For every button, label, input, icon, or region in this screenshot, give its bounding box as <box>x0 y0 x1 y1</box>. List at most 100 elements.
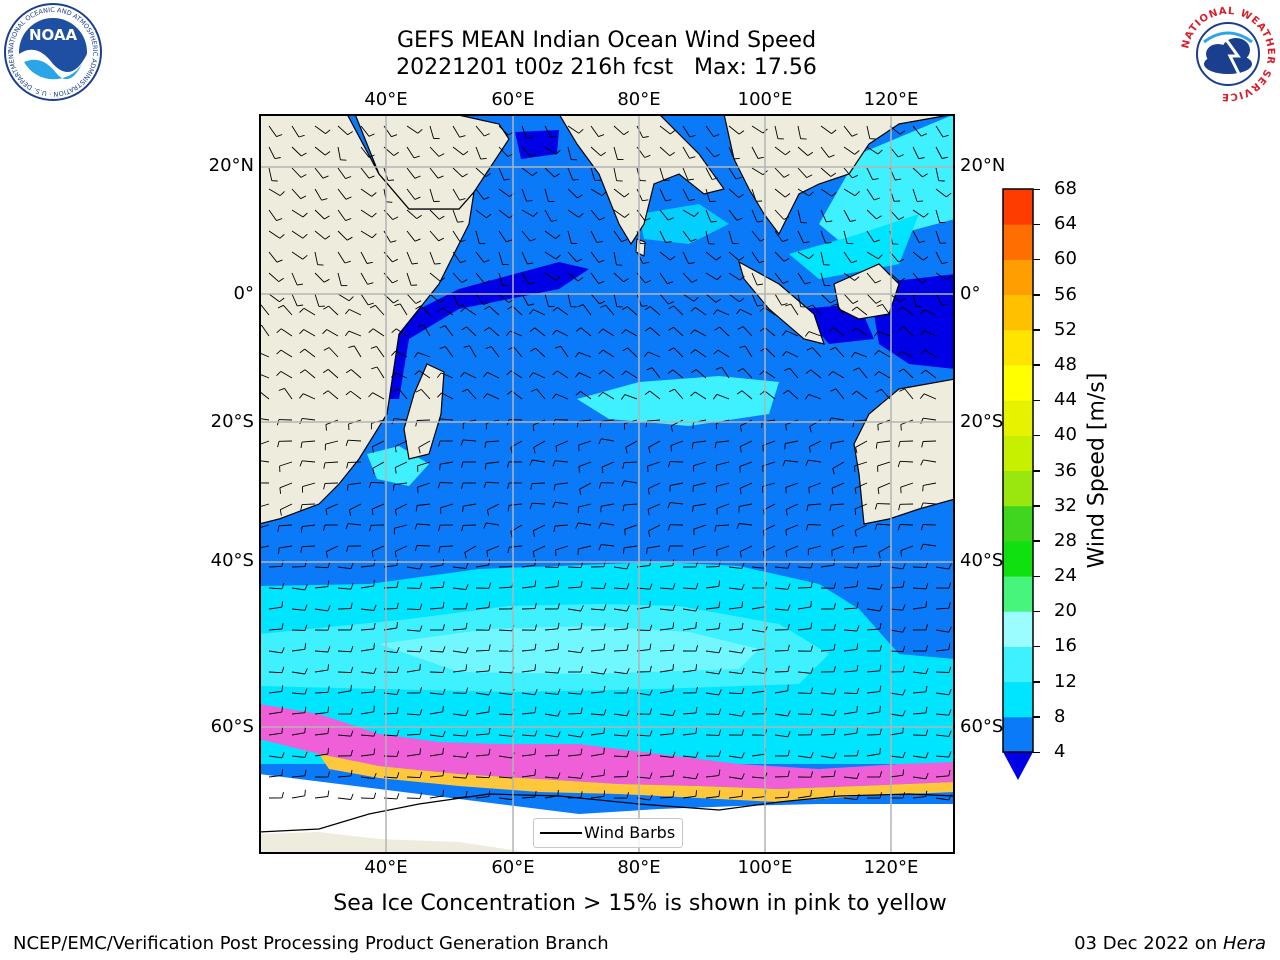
wind-barb <box>797 671 811 674</box>
wind-barb <box>314 125 326 134</box>
wind-barb-flag <box>580 622 583 629</box>
wind-barb <box>751 566 765 569</box>
wind-barb <box>498 713 513 716</box>
wind-barb <box>854 419 868 422</box>
wind-barb <box>420 305 431 316</box>
wind-barb <box>636 251 644 264</box>
wind-barb-flag <box>925 706 928 713</box>
wind-barb <box>785 440 799 444</box>
wind-barb-flag <box>350 623 353 631</box>
wind-barb-flag <box>831 129 837 134</box>
wind-barb-flag <box>899 130 906 135</box>
wind-barb-flag <box>281 647 285 654</box>
wind-barb-flag <box>368 154 375 158</box>
wind-barb <box>705 775 719 778</box>
wind-barb <box>764 370 776 379</box>
wind-barb-flag <box>505 330 511 337</box>
wind-barb <box>489 327 500 337</box>
wind-barb-flag <box>831 550 833 557</box>
wind-barb-flag <box>534 730 538 737</box>
wind-barb <box>567 125 580 134</box>
wind-barb <box>603 369 615 379</box>
wind-barb <box>866 146 879 155</box>
wind-barb-flag <box>534 664 537 671</box>
wind-barb <box>682 732 696 736</box>
wind-barb-flag <box>465 710 469 716</box>
wind-barb <box>417 503 431 506</box>
wind-barb-flag <box>484 280 490 284</box>
wind-barb <box>843 209 851 222</box>
wind-barb-flag <box>828 371 834 377</box>
wind-barb-flag <box>578 128 584 134</box>
colorbar-tick-mark <box>1033 575 1040 578</box>
wind-barb <box>291 230 304 239</box>
wind-barb-flag <box>872 178 879 181</box>
wind-barb <box>649 390 661 400</box>
wind-barb <box>544 692 558 695</box>
wind-barb-flag <box>948 666 952 673</box>
wind-barb <box>740 419 753 427</box>
wind-barb-flag <box>900 424 902 431</box>
wind-barb-flag <box>875 442 878 449</box>
wind-barb <box>877 331 891 337</box>
wind-barb-flag <box>808 191 814 197</box>
colorbar-tick-label: 4 <box>1054 741 1066 762</box>
wind-barb-flag <box>281 752 285 758</box>
wind-barb <box>567 230 572 244</box>
colorbar-tick-label: 28 <box>1054 529 1077 551</box>
wind-barb <box>797 795 811 799</box>
wind-barb-flag <box>856 793 860 800</box>
wind-barb-flag <box>555 254 561 260</box>
wind-barb-flag <box>322 329 328 335</box>
wind-barb <box>820 272 825 286</box>
wind-barb <box>797 566 812 569</box>
wind-barb <box>866 230 875 243</box>
wind-barb-flag <box>304 604 308 611</box>
wind-barb-flag <box>670 130 676 135</box>
wind-barb <box>429 125 435 139</box>
wind-barb <box>376 366 385 379</box>
wind-barb-flag <box>902 563 906 570</box>
wind-barb <box>429 209 440 220</box>
wind-barb <box>876 523 891 526</box>
wind-barb <box>613 671 627 675</box>
wind-barb-flag <box>414 523 418 530</box>
wind-barb-flag <box>626 622 629 629</box>
wind-barb-flag <box>718 668 722 675</box>
wind-barb-flag <box>394 551 397 558</box>
wind-barb <box>349 503 362 511</box>
wind-barb <box>475 293 484 305</box>
wind-barb-flag <box>781 330 787 336</box>
wind-barb-flag <box>276 259 283 263</box>
wind-barb-flag <box>322 369 329 374</box>
wind-barb-flag <box>304 624 308 631</box>
wind-barb <box>739 482 753 489</box>
wind-barb-flag <box>669 152 675 157</box>
wind-barb-flag <box>877 254 883 260</box>
colorbar-tick-mark <box>1033 399 1040 402</box>
wind-barb <box>866 608 880 612</box>
wind-barb-flag <box>856 602 859 609</box>
wind-barb <box>590 209 600 221</box>
lon-label-top-120e: 120°E <box>863 89 919 110</box>
wind-barb-flag <box>373 730 377 737</box>
wind-barb-flag <box>808 487 810 494</box>
wind-barb <box>439 545 454 548</box>
wind-barb <box>705 692 719 696</box>
wind-barb <box>843 125 853 137</box>
wind-barb <box>751 776 765 779</box>
wind-barb-flag <box>668 347 675 352</box>
wind-barb <box>268 650 282 654</box>
wind-barb-flag <box>327 706 330 713</box>
wind-barb-flag <box>371 509 374 516</box>
wind-barb <box>659 251 671 261</box>
colorbar-block-64 <box>1003 189 1033 225</box>
wind-barb <box>475 272 485 284</box>
colorbar-tick-mark <box>1033 434 1040 437</box>
wind-barb <box>590 587 605 590</box>
wind-barb-flag <box>879 560 882 567</box>
wind-barb-flag <box>368 328 374 333</box>
wind-barb-flag <box>465 583 469 590</box>
wind-barb <box>808 545 822 550</box>
footer-branch: NCEP/EMC/Verification Post Processing Pr… <box>13 933 609 954</box>
